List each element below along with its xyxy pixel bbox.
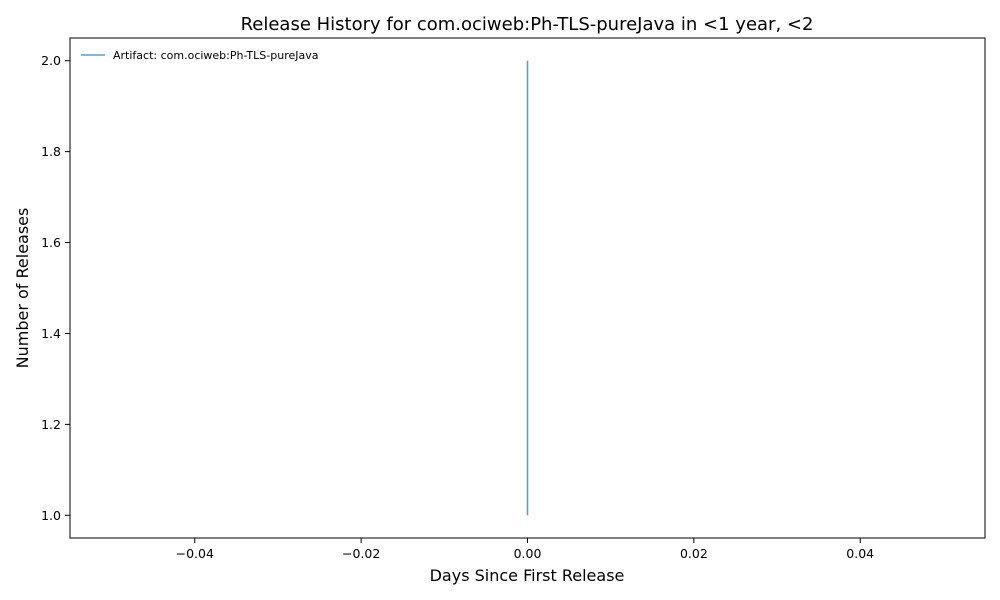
x-tick-label: −0.02: [342, 546, 380, 561]
x-axis-ticks: −0.04 −0.02 0.00 0.02 0.04: [176, 538, 874, 561]
y-tick-label: 1.0: [41, 508, 61, 523]
y-tick-label: 1.8: [41, 144, 61, 159]
x-tick-label: 0.02: [680, 546, 708, 561]
y-axis-label: Number of Releases: [13, 208, 32, 369]
y-tick-label: 1.4: [41, 326, 61, 341]
y-tick-label: 1.2: [41, 417, 61, 432]
y-axis-ticks: 1.0 1.2 1.4 1.6 1.8 2.0: [41, 53, 70, 523]
legend-entry-label: Artifact: com.ociweb:Ph-TLS-pureJava: [113, 49, 318, 62]
x-tick-label: 0.04: [846, 546, 874, 561]
legend: Artifact: com.ociweb:Ph-TLS-pureJava: [81, 49, 318, 62]
x-tick-label: −0.04: [176, 546, 214, 561]
chart-title: Release History for com.ociweb:Ph-TLS-pu…: [241, 14, 814, 35]
y-tick-label: 1.6: [41, 235, 61, 250]
x-axis-label: Days Since First Release: [430, 566, 625, 585]
x-tick-label: 0.00: [514, 546, 542, 561]
y-tick-label: 2.0: [41, 53, 61, 68]
